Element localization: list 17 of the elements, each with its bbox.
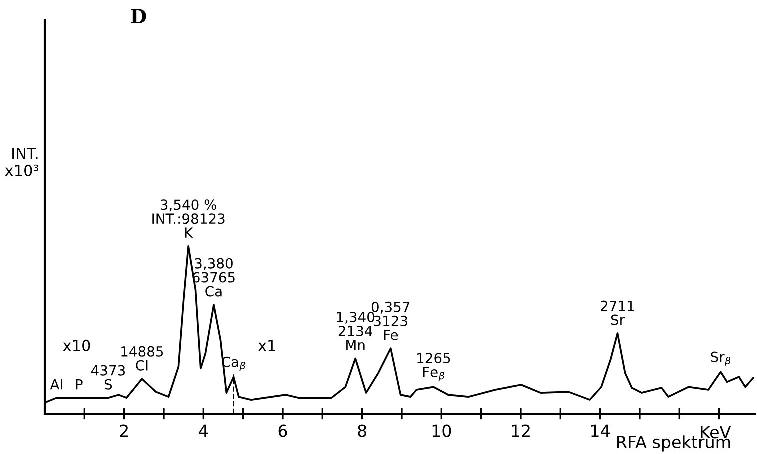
annotation: 2711 Sr xyxy=(601,300,634,326)
annotation: x10 xyxy=(63,340,90,352)
x-tick-label: 2 xyxy=(120,424,128,438)
annotation: Sr$_{β}$ xyxy=(711,352,731,366)
annotation: 3,540 % INT.:98123 K xyxy=(152,200,225,238)
chart-title: D xyxy=(131,9,146,24)
annotation: Al xyxy=(50,379,62,390)
annotation: x1 xyxy=(258,340,276,352)
x-tick-label: 12 xyxy=(512,424,530,438)
x-tick-label: 4 xyxy=(199,424,208,438)
x-tick-label: 14 xyxy=(592,424,610,438)
annotation: P xyxy=(76,380,83,390)
x-tick-label: 8 xyxy=(358,424,366,438)
x-tick-label: 6 xyxy=(278,424,288,438)
text: INT. x10³ xyxy=(5,148,39,176)
annotation: 1265 Fe$_{β}$ xyxy=(418,353,450,382)
x-tick-label: 10 xyxy=(432,424,452,438)
